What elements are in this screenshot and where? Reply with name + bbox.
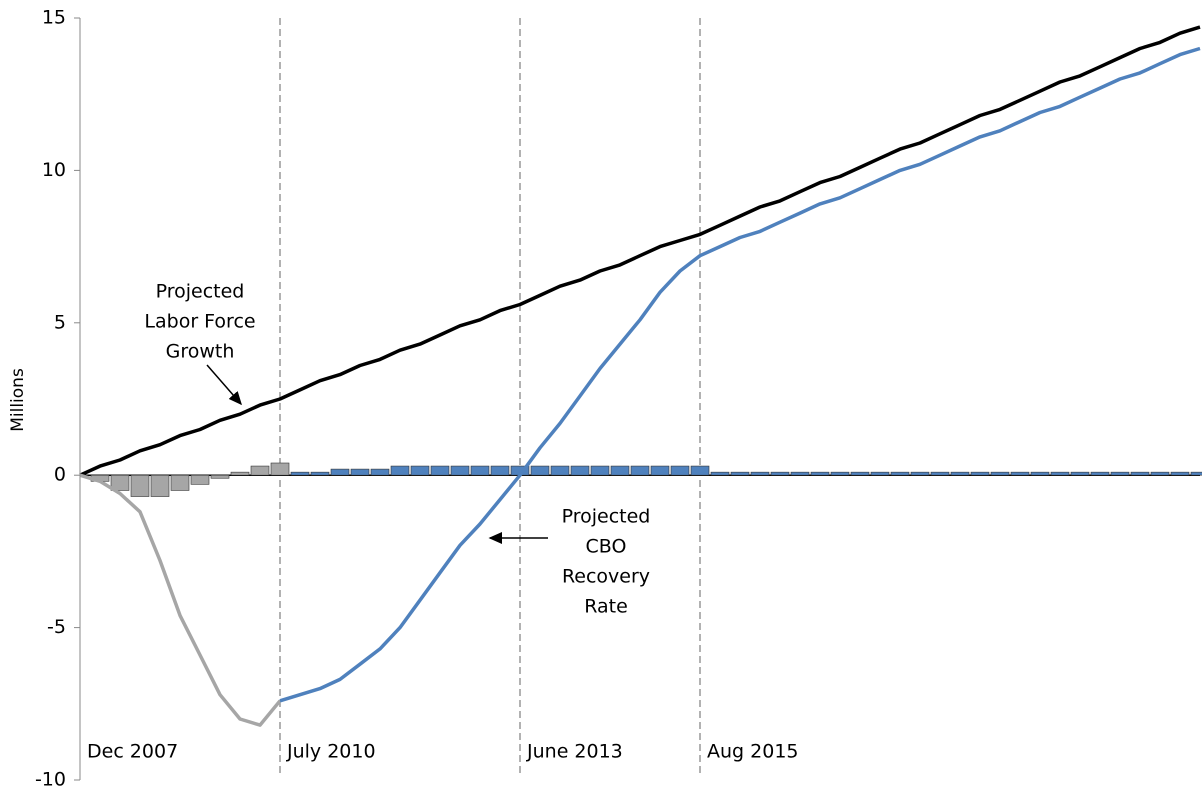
bar: [1090, 471, 1110, 476]
bar: [450, 465, 470, 476]
bar: [870, 471, 890, 476]
bar: [550, 465, 570, 476]
bar: [810, 471, 830, 476]
y-tick-label: 15: [42, 7, 66, 29]
bar: [170, 474, 190, 491]
bar: [330, 468, 350, 476]
bar: [230, 471, 250, 476]
bar: [910, 471, 930, 476]
line: [79, 25, 1201, 477]
arrow: [206, 364, 242, 406]
annotation: Labor Force: [144, 311, 255, 333]
line: [279, 46, 1201, 703]
bar: [270, 462, 290, 476]
bar: [890, 471, 910, 476]
y-tick-label: -10: [35, 769, 66, 790]
bar: [970, 471, 990, 476]
annotation: Rate: [584, 596, 628, 618]
bar: [1110, 471, 1130, 476]
bar: [110, 474, 130, 491]
x-category-label: Dec 2007: [87, 741, 178, 763]
bar: [690, 465, 710, 476]
bar: [1170, 471, 1190, 476]
bar: [350, 468, 370, 476]
bar: [650, 465, 670, 476]
bar: [470, 465, 490, 476]
bar: [390, 465, 410, 476]
y-axis-title: Millions: [8, 368, 28, 432]
bar: [590, 465, 610, 476]
bar: [1070, 471, 1090, 476]
bar: [730, 471, 750, 476]
annotation: Growth: [166, 341, 235, 363]
bar: [1050, 471, 1070, 476]
bar: [1130, 471, 1150, 476]
bar: [990, 471, 1010, 476]
bar: [790, 471, 810, 476]
bar: [630, 465, 650, 476]
x-category-label: June 2013: [526, 741, 623, 763]
bar: [130, 474, 150, 497]
bar: [430, 465, 450, 476]
bar: [830, 471, 850, 476]
bar: [530, 465, 550, 476]
annotation: Recovery: [562, 566, 650, 588]
bar: [190, 474, 210, 485]
bar: [670, 465, 690, 476]
y-tick-label: -5: [47, 616, 66, 638]
bar: [770, 471, 790, 476]
annotation: CBO: [586, 536, 627, 558]
bar: [950, 471, 970, 476]
annotation: Projected: [562, 506, 651, 528]
line: [79, 473, 282, 727]
bar: [290, 471, 310, 476]
annotation: Projected: [156, 281, 245, 303]
bar: [570, 465, 590, 476]
bar: [930, 471, 950, 476]
y-tick-label: 0: [54, 464, 66, 486]
bar: [1190, 471, 1202, 476]
bar: [610, 465, 630, 476]
bar: [1150, 471, 1170, 476]
bar: [210, 474, 230, 479]
x-category-label: Aug 2015: [707, 741, 799, 763]
bar: [490, 465, 510, 476]
bar: [370, 468, 390, 476]
y-tick-label: 10: [42, 159, 66, 181]
bar: [250, 465, 270, 476]
x-category-label: July 2010: [286, 741, 376, 763]
bar: [850, 471, 870, 476]
bar: [1010, 471, 1030, 476]
y-tick-label: 5: [54, 311, 66, 333]
bar: [750, 471, 770, 476]
bar: [1030, 471, 1050, 476]
bar: [410, 465, 430, 476]
bar: [150, 474, 170, 497]
bar: [310, 471, 330, 476]
bar: [710, 471, 730, 476]
